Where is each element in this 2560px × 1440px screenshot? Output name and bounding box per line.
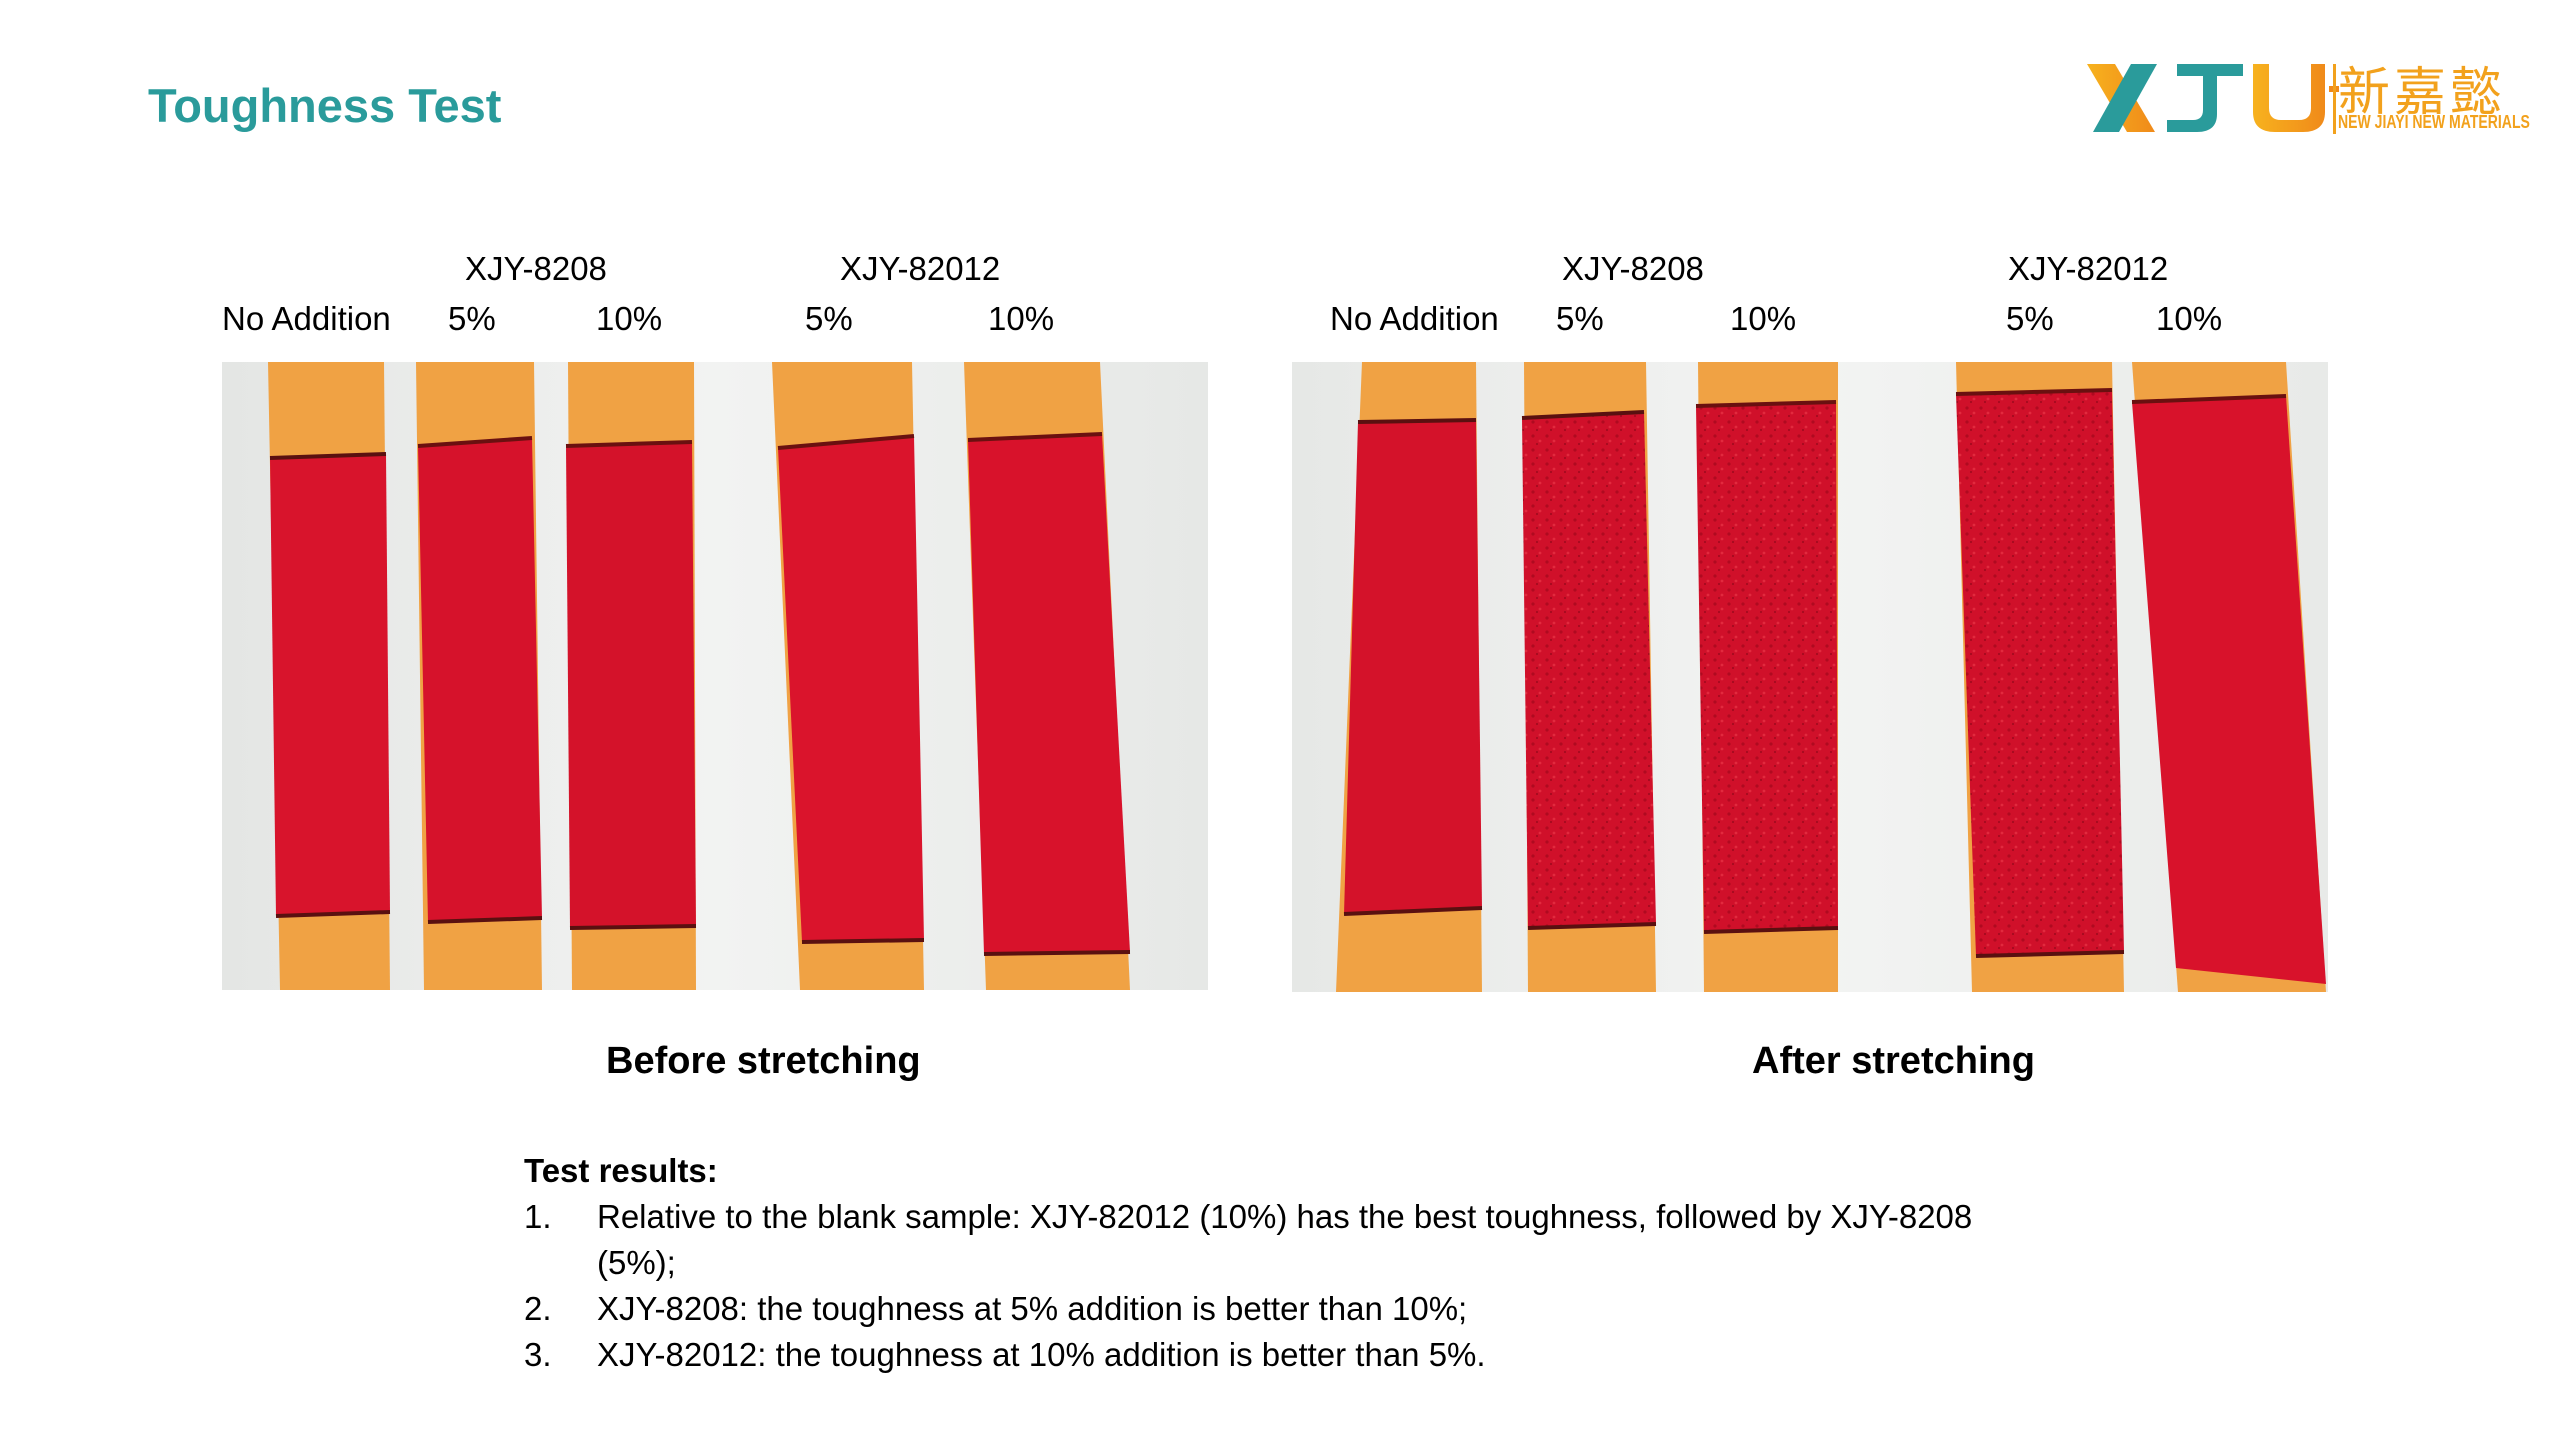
before-stretching-photo xyxy=(222,362,1208,990)
logo-chinese-text: 新嘉懿 xyxy=(2338,63,2507,123)
company-logo xyxy=(2087,64,2339,134)
result-number: 1. xyxy=(524,1198,552,1235)
test-results: Test results: 1. Relative to the blank s… xyxy=(524,1148,2057,1378)
before-label-no-addition: No Addition xyxy=(222,300,391,337)
after-stretching-photo xyxy=(1292,362,2328,992)
after-group-label-8208: XJY-8208 xyxy=(1562,250,1704,287)
after-label-no-addition: No Addition xyxy=(1330,300,1499,337)
logo-english-text: NEW JIAYI NEW MATERIALS xyxy=(2338,112,2530,132)
test-results-heading: Test results: xyxy=(524,1152,718,1189)
after-label-82012-10: 10% xyxy=(2156,300,2223,337)
after-label-8208-5: 5% xyxy=(1556,300,1604,337)
result-number: 3. xyxy=(524,1336,552,1373)
before-group-label-8208: XJY-8208 xyxy=(465,250,607,287)
after-stretching-caption: After stretching xyxy=(1752,1040,2035,1082)
after-label-82012-5: 5% xyxy=(2006,300,2054,337)
result-text: XJY-8208: the toughness at 5% addition i… xyxy=(597,1290,1468,1327)
result-text: XJY-82012: the toughness at 10% addition… xyxy=(597,1336,1486,1373)
result-item: 1. Relative to the blank sample: XJY-820… xyxy=(524,1194,2057,1286)
after-label-8208-10: 10% xyxy=(1730,300,1797,337)
before-label-8208-10: 10% xyxy=(596,300,663,337)
before-label-8208-5: 5% xyxy=(448,300,496,337)
result-item: 2. XJY-8208: the toughness at 5% additio… xyxy=(524,1286,2057,1332)
result-item: 3. XJY-82012: the toughness at 10% addit… xyxy=(524,1332,2057,1378)
before-group-label-82012: XJY-82012 xyxy=(840,250,1001,287)
page-title: Toughness Test xyxy=(148,79,502,132)
before-label-82012-10: 10% xyxy=(988,300,1055,337)
after-group-label-82012: XJY-82012 xyxy=(2008,250,2169,287)
test-results-list: 1. Relative to the blank sample: XJY-820… xyxy=(524,1194,2057,1378)
result-number: 2. xyxy=(524,1290,552,1327)
before-label-82012-5: 5% xyxy=(805,300,853,337)
result-text: Relative to the blank sample: XJY-82012 … xyxy=(597,1198,1973,1281)
before-stretching-caption: Before stretching xyxy=(606,1040,921,1082)
